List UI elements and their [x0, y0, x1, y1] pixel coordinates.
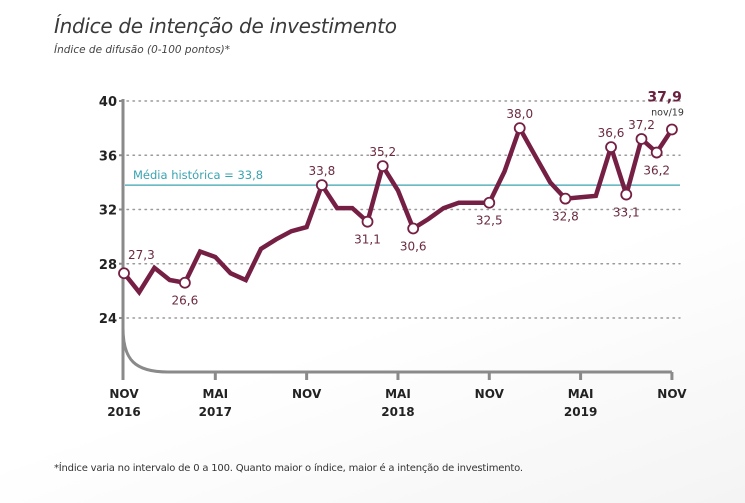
data-point-marker — [605, 141, 617, 154]
x-tick-label: MAI — [202, 387, 228, 401]
data-point-marker — [650, 146, 663, 159]
x-tick-label: NOV — [475, 387, 505, 401]
reference-line-label: Média histórica = 33,8 — [133, 168, 263, 182]
x-tick-label: MAI — [568, 387, 594, 401]
data-label: 35,2 — [369, 145, 396, 159]
x-tick-year-label: 2019 — [564, 405, 597, 419]
data-label: 33,1 — [613, 206, 640, 220]
markers — [118, 122, 678, 289]
data-point-marker — [513, 122, 526, 135]
data-point-marker — [315, 179, 328, 191]
data-point-marker — [118, 267, 130, 280]
x-tick-year-label: 2018 — [381, 405, 414, 419]
data-label: 37,2 — [628, 118, 655, 132]
x-tick-label: MAI — [385, 387, 411, 401]
data-point-marker — [620, 188, 633, 201]
data-labels: 27,3 26,6 33,8 31,1 35,2 30,6 32,5 38,0 32,8 36,6… — [128, 89, 684, 307]
x-tick-label: NOV — [292, 387, 322, 401]
data-label: 36,2 — [643, 164, 670, 178]
x-axis-line — [121, 327, 672, 374]
y-tick-label: 32 — [99, 204, 117, 219]
data-label: 36,6 — [598, 126, 625, 140]
y-tick-label: 36 — [99, 149, 117, 164]
data-label: 26,6 — [172, 294, 199, 308]
chart-title: Índice de intenção de investimento — [54, 14, 397, 38]
data-point-marker — [178, 276, 191, 289]
data-point-marker — [483, 196, 496, 209]
x-tick-year-label: 2016 — [107, 405, 140, 419]
y-tick-label: 24 — [99, 312, 117, 327]
latest-value-label: 37,9 — [647, 89, 682, 105]
y-tick-label: 40 — [99, 95, 117, 110]
data-point-marker — [407, 222, 420, 235]
x-tick-label: NOV — [657, 387, 687, 401]
series-line — [121, 122, 675, 297]
data-label: 31,1 — [354, 233, 381, 247]
data-label: 32,5 — [476, 214, 503, 228]
data-point-marker — [666, 123, 678, 136]
data-label: 27,3 — [128, 248, 155, 262]
data-label: 32,8 — [552, 210, 579, 224]
chart-subtitle: Índice de difusão (0-100 pontos)* — [54, 44, 231, 56]
reference-line-group: Média histórica = 33,8 — [125, 168, 680, 186]
x-tick-label: NOV — [109, 387, 139, 401]
data-point-marker — [376, 160, 389, 173]
footnote: *Índice varia no intervalo de 0 a 100. Q… — [54, 463, 523, 474]
data-label: 33,8 — [309, 164, 336, 178]
x-tick-year-label: 2017 — [199, 405, 232, 419]
data-point-marker — [559, 192, 572, 205]
latest-period-label: nov/19 — [651, 107, 684, 118]
y-tick-label: 28 — [99, 258, 117, 273]
data-point-marker — [361, 215, 374, 228]
data-label: 30,6 — [400, 239, 427, 253]
data-point-marker — [635, 133, 648, 145]
series-line-group — [121, 122, 675, 297]
data-label: 38,0 — [506, 107, 533, 121]
axes: 24 28 32 36 40 NOV 2016 MAI 2017 NOV MAI 2018 NOV MAI… — [99, 95, 687, 419]
